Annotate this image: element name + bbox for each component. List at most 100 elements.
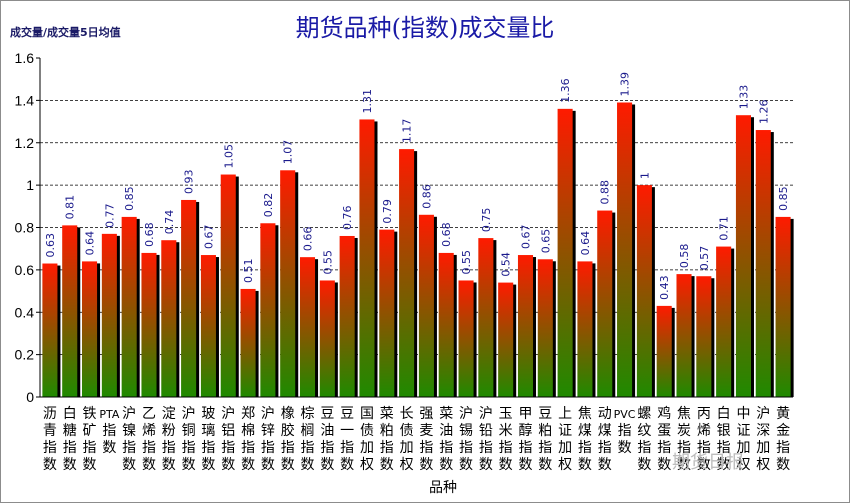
bar <box>617 102 633 398</box>
data-label: 0.77 <box>103 203 116 227</box>
bar <box>418 214 434 397</box>
data-label: 0.93 <box>183 169 196 194</box>
data-label: 0.79 <box>381 199 394 224</box>
bar <box>42 263 58 397</box>
y-axis-label: 成交量/成交量5日均值 <box>10 26 121 39</box>
x-tick-label: 沥青指数 <box>43 406 57 473</box>
x-tick-label: 焦煤指数 <box>578 406 592 473</box>
data-label: 1.33 <box>737 85 750 110</box>
x-tick-label: 玉米指数 <box>499 406 513 473</box>
bar <box>676 274 692 397</box>
data-label: 1.17 <box>401 119 414 144</box>
bar <box>478 238 494 397</box>
x-tick-label: 沪深加权 <box>756 406 770 473</box>
x-tick-label: 豆粕指数 <box>538 406 552 473</box>
bar <box>498 282 514 397</box>
data-label: 1.26 <box>757 100 770 125</box>
chart-title: 期货品种(指数)成交量比 <box>295 14 555 42</box>
x-tick-label: 玻璃指数 <box>201 406 215 473</box>
x-tick-label: 沪铅指数 <box>479 406 493 473</box>
bar <box>517 255 534 397</box>
x-tick-label: 沪锡指数 <box>459 406 473 473</box>
x-tick-label: 白银指数 <box>717 406 731 473</box>
bar <box>775 216 791 397</box>
bar <box>141 252 157 397</box>
watermark: 期货日报 <box>672 452 744 473</box>
data-label: 0.86 <box>420 184 433 209</box>
bar <box>458 280 474 397</box>
data-label: 1.07 <box>282 140 295 165</box>
bar <box>280 170 296 397</box>
data-label: 0.88 <box>599 180 612 205</box>
x-tick-label: 动煤指数 <box>598 406 612 473</box>
bar <box>399 149 415 397</box>
data-label: 0.43 <box>658 275 671 300</box>
data-label: 0.64 <box>579 231 592 256</box>
x-tick-label: 国债加权 <box>360 406 374 473</box>
bar <box>240 288 256 397</box>
bar <box>299 257 316 397</box>
x-tick-label: 螺纹指数 <box>637 406 651 473</box>
data-label: 1 <box>638 172 651 179</box>
bar <box>735 115 751 398</box>
x-tick-label: 中证加权 <box>736 406 750 473</box>
x-tick-label: 黄金指数 <box>776 405 790 473</box>
data-label: 1.39 <box>619 72 632 97</box>
x-tick-label: 沪镍指数 <box>122 406 136 473</box>
data-label: 0.67 <box>202 225 215 250</box>
x-tick-label: 鸡蛋指数 <box>657 405 671 473</box>
y-tick-label: 0.4 <box>15 304 35 320</box>
x-tick-label: 菜粕指数 <box>380 406 394 473</box>
data-label: 0.81 <box>64 195 77 220</box>
x-tick-label: 白糖指数 <box>63 406 77 473</box>
bar <box>200 255 216 397</box>
y-tick-label: 1.2 <box>15 135 35 151</box>
data-label: 0.51 <box>242 258 255 283</box>
bar <box>319 280 335 397</box>
x-tick-label: 上证加权 <box>558 406 572 473</box>
bar <box>656 305 672 397</box>
x-tick-label: 沪锌指数 <box>261 406 275 473</box>
x-tick-label: 淀粉指数 <box>162 406 176 473</box>
x-tick-label: 乙烯指数 <box>142 406 156 473</box>
x-tick-label: 菜油指数 <box>439 406 453 473</box>
y-tick-label: 1 <box>26 177 34 193</box>
x-tick-label: 强麦指数 <box>419 406 433 473</box>
data-label: 0.64 <box>84 231 97 256</box>
data-label: 0.65 <box>539 229 552 254</box>
bar <box>101 233 117 397</box>
bar <box>597 210 613 397</box>
bar <box>379 229 395 397</box>
data-label: 0.82 <box>262 193 275 218</box>
data-label: 0.55 <box>321 250 334 275</box>
x-tick-label: PVC 指数 <box>614 408 636 456</box>
data-label: 0.75 <box>480 208 493 232</box>
data-label: 0.85 <box>123 186 136 211</box>
data-label: 0.85 <box>777 186 790 211</box>
x-tick-label: 棕榈指数 <box>301 406 315 473</box>
data-label: 1.36 <box>559 78 572 103</box>
data-label: 0.58 <box>678 244 691 269</box>
bar <box>438 252 454 397</box>
x-tick-label: 沪铜指数 <box>182 406 196 473</box>
y-tick-label: 0.6 <box>15 262 35 278</box>
x-tick-label: PTA 指数 <box>99 408 119 456</box>
bar <box>537 259 553 397</box>
data-label: 0.76 <box>341 205 354 230</box>
x-tick-label: 豆一指数 <box>340 406 354 473</box>
data-label: 0.57 <box>698 246 711 271</box>
x-tick-label: 长债加权 <box>400 406 414 473</box>
y-tick-label: 1.6 <box>15 50 35 66</box>
data-label: 0.74 <box>163 210 176 235</box>
bar <box>121 216 137 397</box>
bar <box>220 174 236 397</box>
y-tick-label: 1.4 <box>15 92 35 108</box>
data-label: 0.67 <box>519 225 532 250</box>
data-label: 0.63 <box>44 233 57 258</box>
x-tick-label: 橡胶指数 <box>281 406 295 473</box>
x-axis-label: 品种 <box>429 480 457 496</box>
x-tick-label: 甲醇指数 <box>518 406 532 473</box>
x-tick-label: 铁矿指数 <box>83 406 97 473</box>
data-label: 0.66 <box>302 227 315 252</box>
